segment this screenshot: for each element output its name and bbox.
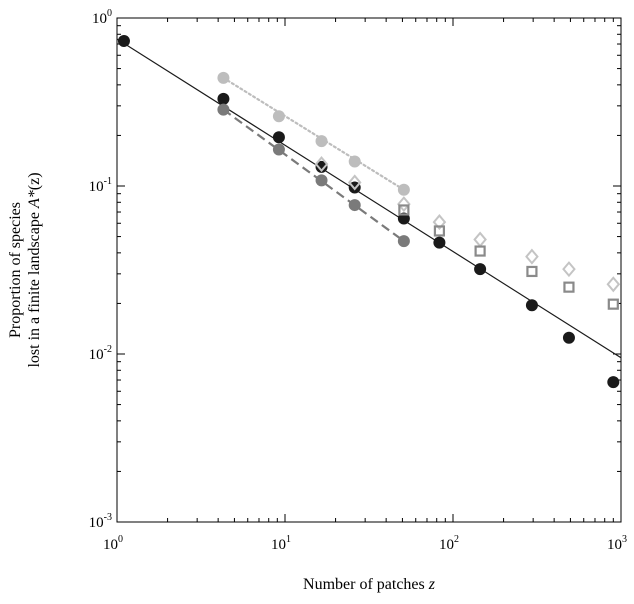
data-point-square: [433, 225, 446, 237]
y-axis-title-line2-text: lost in a finite landscape: [26, 208, 43, 368]
fit-line-dashed: [222, 108, 405, 242]
data-point-circle: [272, 131, 285, 144]
data-point-diamond: [347, 174, 362, 191]
data-point-diamond: [432, 214, 447, 231]
x-axis-title: Number of patches z: [303, 576, 436, 593]
data-point-circle: [315, 174, 328, 187]
data-point-circle: [315, 160, 328, 173]
data-point-square: [526, 265, 538, 278]
data-point-diamond: [397, 196, 411, 213]
data-point-circle: [433, 236, 446, 249]
fit-lines: [116, 38, 622, 359]
data-point-square: [563, 281, 575, 293]
x-axis-title-text: Number of patches: [303, 576, 429, 593]
data-point-circle: [397, 183, 410, 196]
y-axis-title-line1: Proportion of species: [7, 202, 24, 338]
y-tick-label: 100: [92, 8, 112, 27]
data-point-diamond: [525, 248, 539, 265]
data-point-circle: [217, 92, 230, 105]
tick-labels: 100 101 102 103 10-3 10-2 10-1 100: [89, 8, 627, 553]
y-tick-label: 10-3: [89, 512, 112, 531]
data-point-diamond: [562, 261, 576, 278]
data-point-circle: [117, 34, 130, 47]
data-point-diamond: [314, 156, 329, 173]
ticks: [116, 18, 621, 523]
data-point-circle: [607, 376, 620, 389]
data-point-diamond: [473, 231, 487, 248]
data-point-circle: [217, 103, 230, 116]
x-axis-title-var: z: [428, 576, 436, 593]
data-point-circle: [315, 135, 328, 148]
data-point-square: [474, 245, 486, 257]
y-tick-label: 10-1: [89, 176, 112, 195]
y-axis-title-line2: lost in a finite landscape A*(z): [26, 172, 43, 367]
data-point-circle: [217, 71, 230, 84]
data-point-circle: [348, 199, 361, 212]
plot-frame: [116, 17, 622, 523]
data-point-circle: [562, 331, 575, 344]
data-point-circle: [272, 143, 285, 156]
x-tick-label: 101: [271, 534, 291, 553]
data-point-circle: [474, 263, 487, 276]
data-point-diamond: [606, 276, 621, 293]
data-point-circle: [525, 299, 538, 312]
x-tick-label: 100: [103, 534, 123, 553]
y-axis-title: Proportion of species lost in a finite l…: [7, 172, 43, 367]
fit-line-dotted: [222, 76, 405, 191]
y-axis-title-line2-var: A*: [26, 190, 43, 209]
data-point-circle: [272, 110, 285, 123]
data-points: [117, 34, 621, 389]
x-tick-label: 103: [607, 534, 627, 553]
data-point-square: [607, 298, 619, 310]
data-point-square: [398, 204, 410, 216]
y-tick-label: 10-2: [89, 344, 112, 363]
data-point-circle: [397, 235, 410, 248]
x-tick-label: 102: [439, 534, 459, 553]
fit-line-solid: [116, 38, 622, 359]
y-axis-title-line2-suffix: (z): [26, 172, 43, 190]
data-point-circle: [348, 155, 361, 168]
